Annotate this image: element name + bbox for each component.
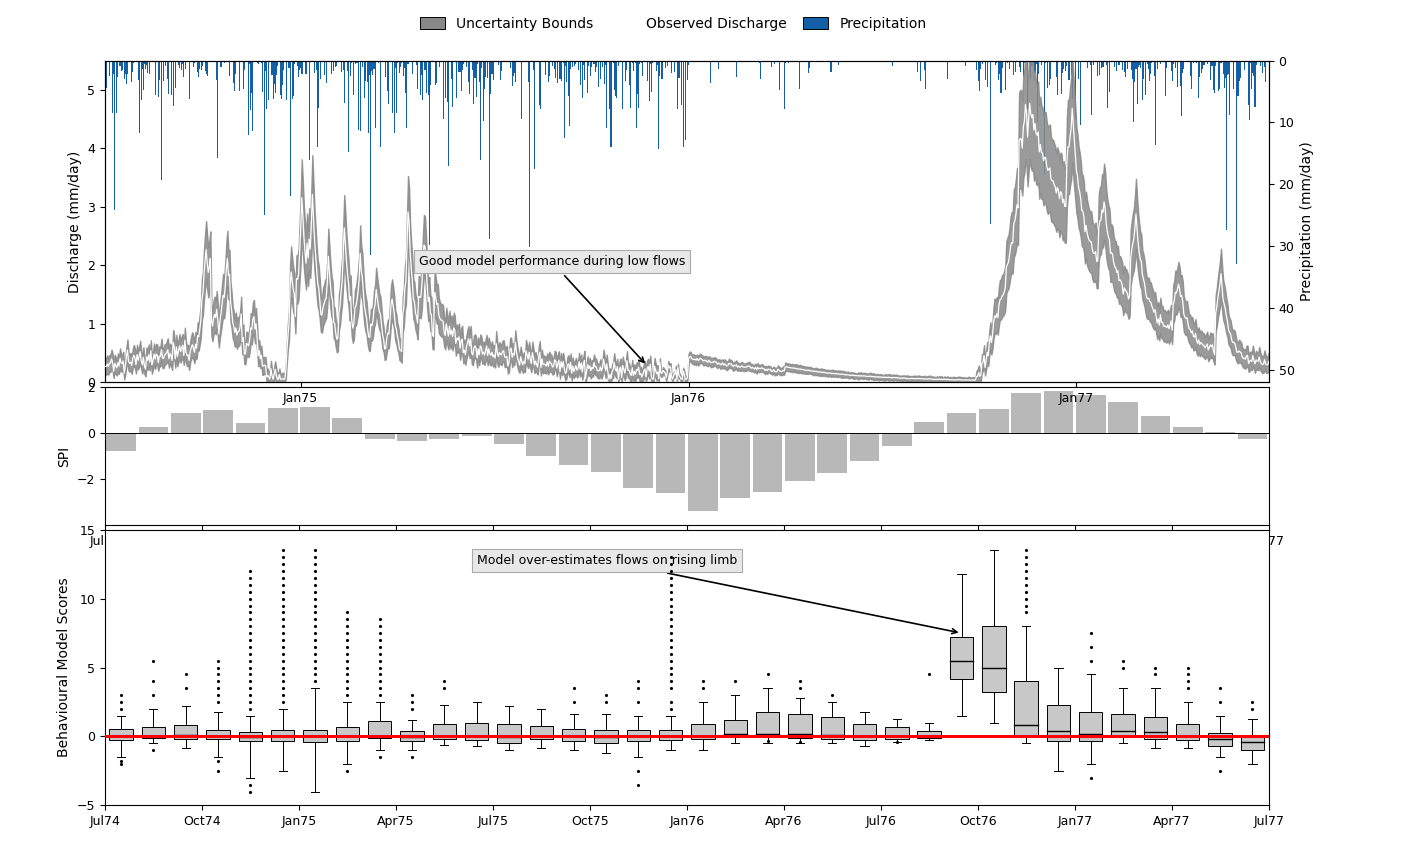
Bar (723, 720, 747, 737)
Bar (1141, 416, 1171, 433)
Bar (142, 727, 165, 738)
Bar (882, 433, 911, 446)
Bar (850, 433, 879, 461)
Bar (721, 433, 750, 499)
Bar (1112, 714, 1134, 736)
Bar (753, 433, 782, 492)
Bar (1080, 712, 1102, 740)
Y-axis label: Discharge (mm/day): Discharge (mm/day) (67, 151, 81, 293)
Bar (433, 724, 456, 740)
Bar (300, 407, 329, 433)
Y-axis label: Behavioural Model Scores: Behavioural Model Scores (57, 578, 72, 758)
Bar (139, 427, 168, 433)
Bar (367, 721, 391, 738)
Bar (530, 727, 552, 740)
Bar (174, 725, 198, 739)
Bar (756, 712, 780, 736)
Bar (335, 727, 359, 740)
Bar (303, 729, 327, 742)
Bar (429, 433, 460, 439)
Bar (983, 626, 1005, 693)
Bar (885, 727, 908, 740)
Y-axis label: SPI: SPI (57, 445, 72, 467)
Bar (1176, 724, 1200, 740)
Bar (852, 724, 876, 740)
Bar (107, 433, 136, 451)
Bar (594, 729, 618, 743)
Bar (465, 723, 488, 740)
Bar (206, 729, 230, 740)
Bar (1108, 402, 1138, 433)
Bar (1206, 432, 1235, 433)
Bar (592, 433, 621, 472)
Bar (268, 408, 297, 433)
Bar (914, 422, 944, 433)
Bar (365, 433, 394, 439)
Legend: Uncertainty Bounds, Observed Discharge, Precipitation: Uncertainty Bounds, Observed Discharge, … (414, 11, 932, 36)
Bar (401, 731, 423, 740)
Bar (627, 729, 651, 741)
Bar (949, 637, 973, 679)
Bar (979, 409, 1008, 433)
Bar (332, 418, 362, 433)
Bar (820, 717, 844, 739)
Bar (1241, 735, 1265, 750)
Bar (1209, 733, 1232, 746)
Bar (1015, 682, 1037, 736)
Bar (1075, 395, 1106, 433)
Bar (559, 433, 589, 465)
Bar (562, 729, 585, 741)
Y-axis label: Precipitation (mm/day): Precipitation (mm/day) (1300, 141, 1314, 301)
Bar (498, 724, 520, 743)
Bar (624, 433, 653, 488)
Bar (1043, 391, 1074, 433)
Bar (691, 724, 715, 740)
Bar (109, 729, 133, 740)
Bar (1238, 433, 1267, 439)
Bar (1144, 717, 1166, 739)
Bar (917, 731, 941, 738)
Bar (785, 433, 815, 481)
Bar (397, 433, 426, 441)
Bar (946, 413, 976, 433)
Bar (788, 714, 812, 738)
Bar (526, 433, 557, 456)
Text: Model over-estimates flows on rising limb: Model over-estimates flows on rising lim… (477, 554, 958, 634)
Bar (238, 733, 262, 741)
Bar (688, 433, 718, 511)
Bar (203, 410, 233, 433)
Bar (1173, 427, 1203, 433)
Bar (1047, 705, 1070, 740)
Text: Good model performance during low flows: Good model performance during low flows (419, 255, 686, 362)
Bar (236, 423, 265, 433)
Bar (171, 413, 200, 433)
Bar (656, 433, 686, 493)
Bar (817, 433, 847, 473)
Bar (271, 730, 294, 740)
Bar (1011, 393, 1042, 433)
Bar (659, 729, 683, 740)
Bar (461, 433, 492, 436)
Bar (494, 433, 524, 444)
